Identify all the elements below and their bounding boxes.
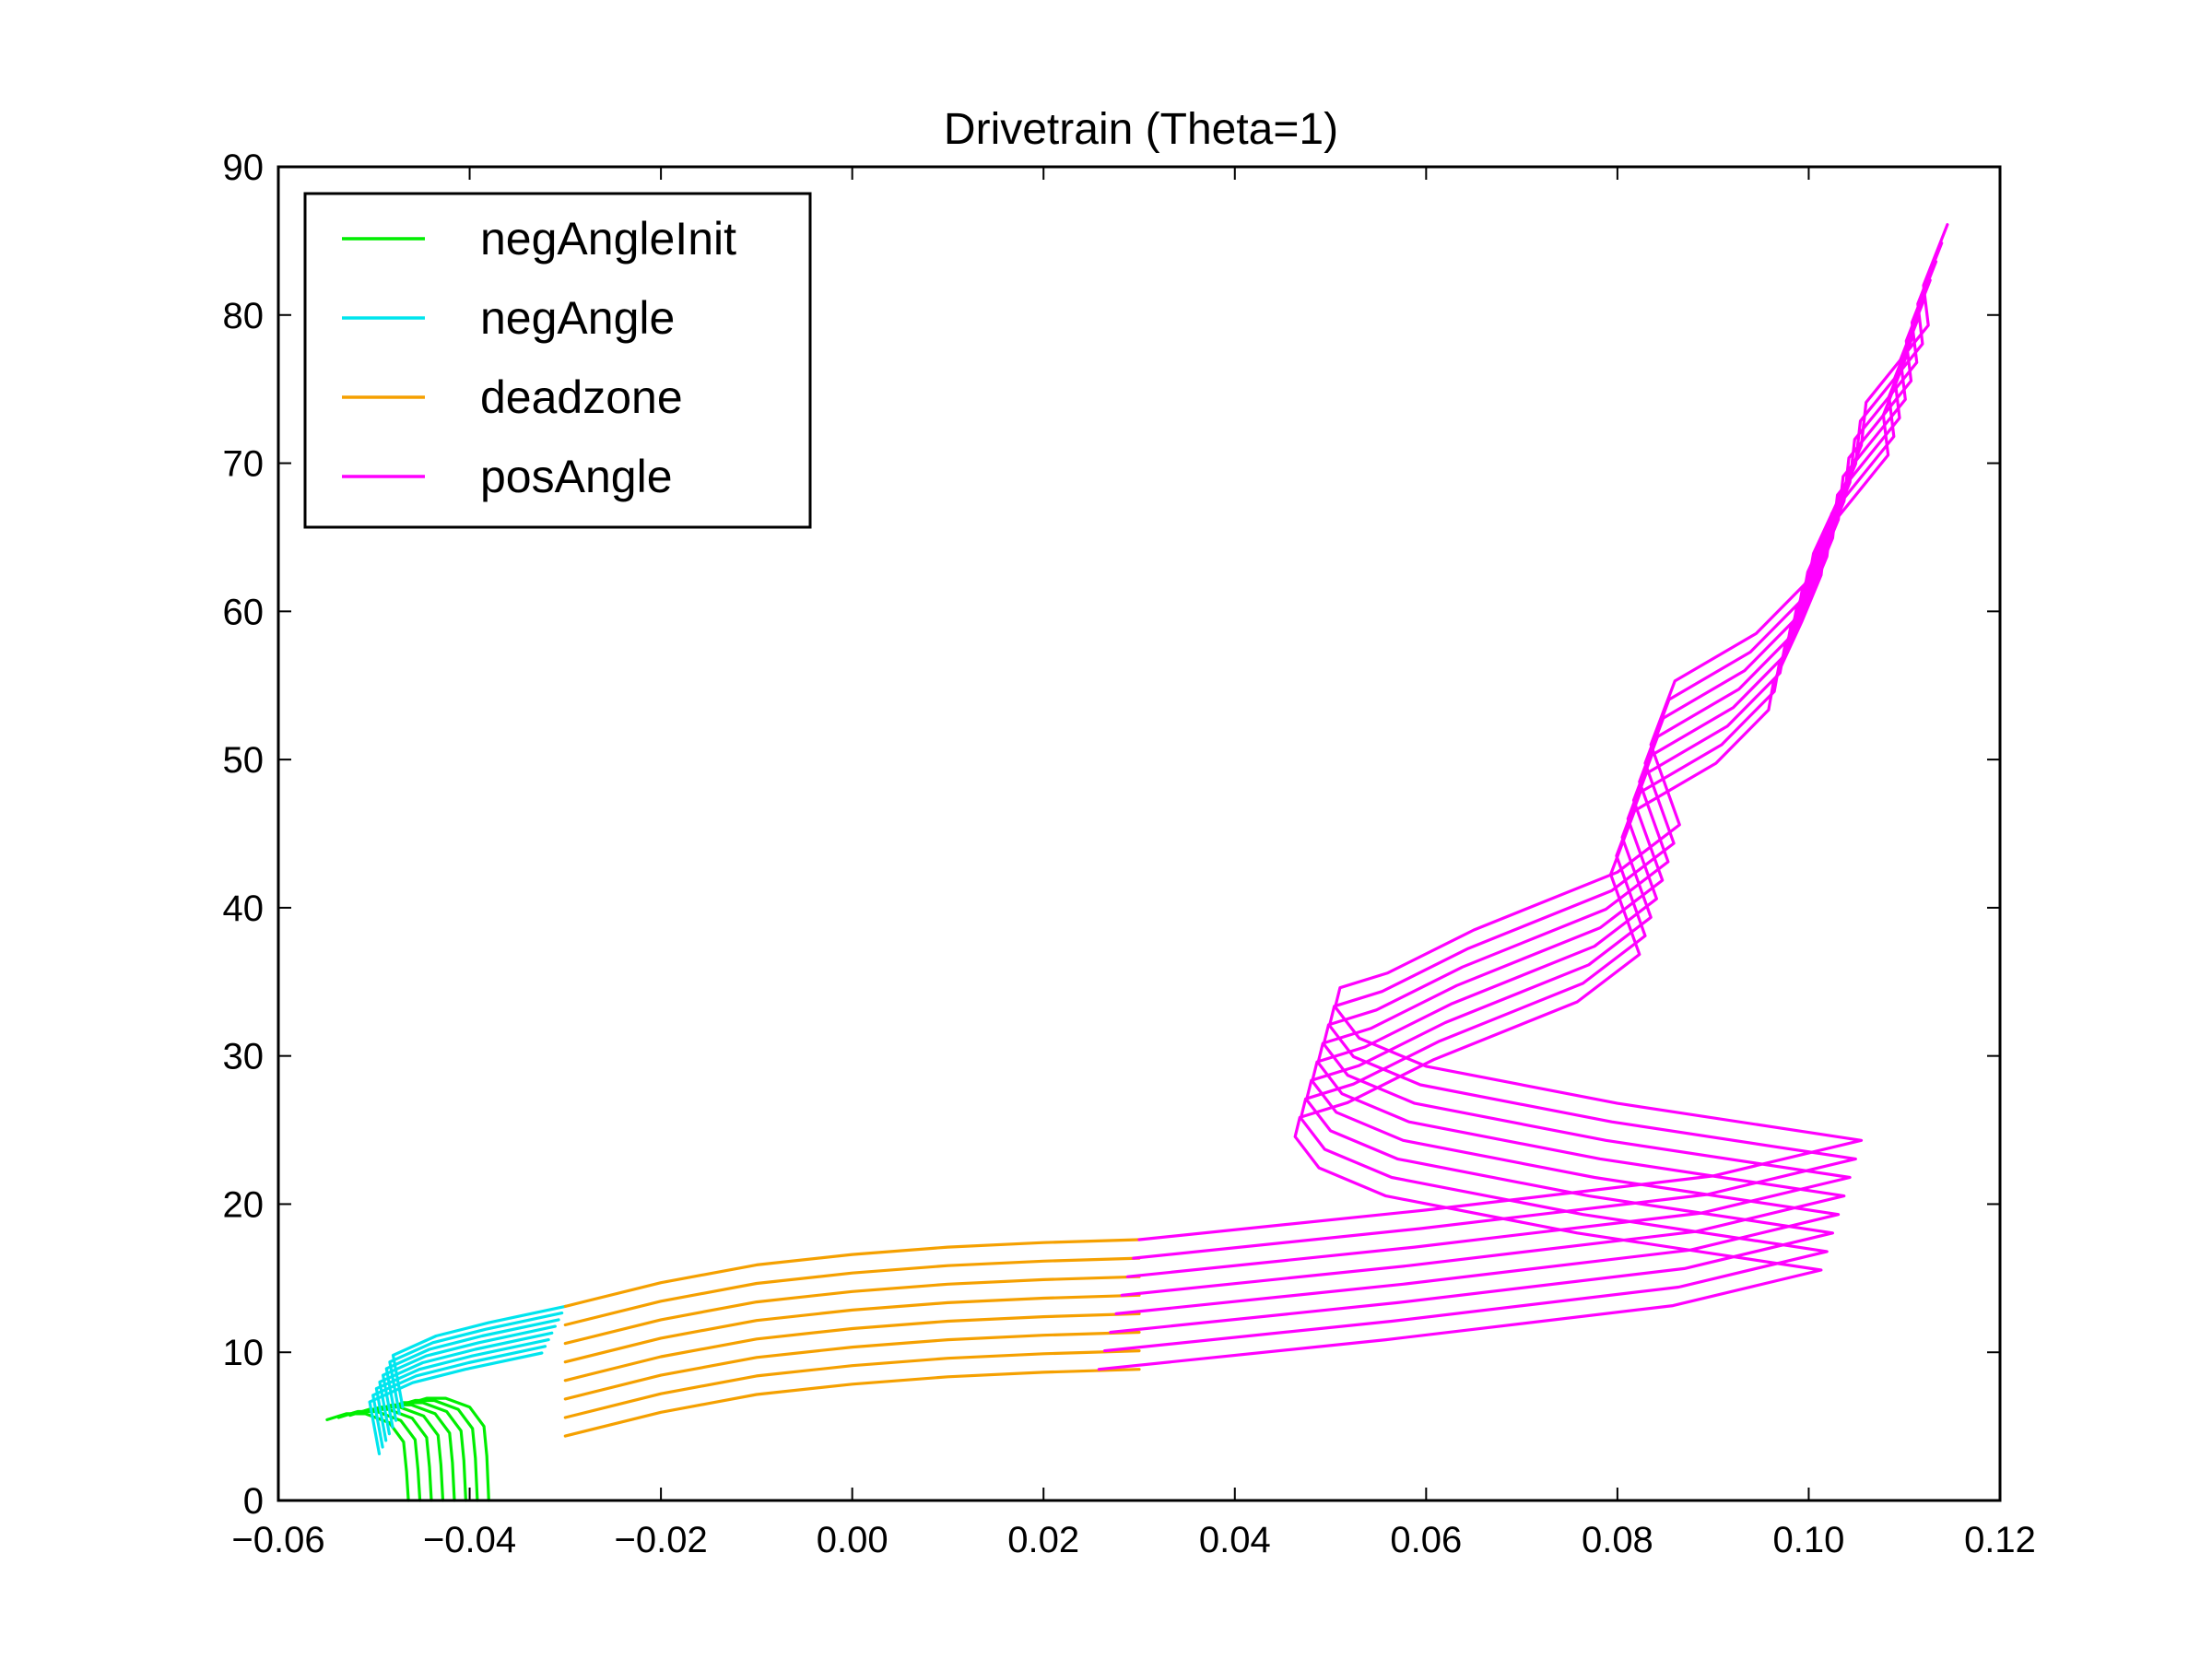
series-negAngle-curve <box>378 1331 554 1436</box>
y-tick-label: 90 <box>223 147 265 188</box>
series-layer <box>325 223 1949 1502</box>
y-tick-label: 30 <box>223 1037 265 1077</box>
x-tick-label: 0.06 <box>1390 1520 1462 1560</box>
legend: negAngleInit negAngle deadzone posAngle <box>303 192 812 529</box>
series-negAngle-curve <box>388 1312 564 1416</box>
x-tick-label: 0.10 <box>1773 1520 1845 1560</box>
y-tick-label: 0 <box>243 1481 264 1522</box>
legend-label-deadzone: deadzone <box>480 371 683 423</box>
y-tick-label: 70 <box>223 444 265 485</box>
series-posAngle-curve <box>1132 241 1944 1260</box>
x-tick-label: 0.02 <box>1007 1520 1079 1560</box>
series-negAngle-curve <box>374 1338 550 1442</box>
x-axis: −0.06 −0.04 −0.02 0.00 0.02 0.04 0.06 0.08 0.10 0… <box>231 167 2036 1560</box>
series-negAngleInit-curve <box>325 1412 410 1502</box>
series-negAngleInit-curve <box>406 1396 490 1502</box>
legend-box <box>303 192 812 529</box>
series-negAngle-curve <box>368 1351 544 1455</box>
x-tick-label: 0.04 <box>1199 1520 1271 1560</box>
series-negAngle-curve <box>384 1318 560 1422</box>
legend-label-negAngleInit: negAngleInit <box>480 213 736 265</box>
plot-frame <box>276 165 2002 1502</box>
y-tick-label: 80 <box>223 296 265 336</box>
series-deadzone-curve <box>563 1368 1141 1438</box>
series-deadzone-curve <box>563 1275 1141 1346</box>
series-deadzone-curve <box>563 1256 1141 1327</box>
x-tick-label: −0.02 <box>615 1520 708 1560</box>
legend-label-posAngle: posAngle <box>480 451 673 502</box>
series-deadzone-curve <box>563 1293 1141 1364</box>
chart-title: Drivetrain (Theta=1) <box>944 105 1338 154</box>
series-negAngle-curve <box>371 1345 547 1449</box>
y-axis: 0 10 20 30 40 50 60 70 80 90 <box>223 147 2000 1522</box>
series-deadzone-curve <box>563 1330 1141 1401</box>
x-tick-label: −0.06 <box>231 1520 324 1560</box>
series-posAngle-curve <box>1125 260 1938 1278</box>
y-tick-label: 10 <box>223 1333 265 1373</box>
x-tick-label: 0.00 <box>817 1520 888 1560</box>
series-posAngle-curve <box>1103 334 1915 1353</box>
series-deadzone-curve <box>563 1312 1141 1382</box>
series-posAngle-curve <box>1120 278 1932 1297</box>
series-posAngle-curve <box>1109 315 1921 1335</box>
series-deadzone-curve <box>563 1238 1141 1308</box>
y-tick-label: 50 <box>223 740 265 781</box>
x-tick-label: 0.12 <box>1964 1520 2036 1560</box>
series-posAngle-curve <box>1097 352 1909 1371</box>
legend-label-negAngle: negAngle <box>480 292 675 344</box>
series-negAngle-curve <box>391 1304 567 1409</box>
series-posAngle-curve <box>1114 297 1926 1315</box>
y-tick-label: 20 <box>223 1184 265 1225</box>
x-tick-label: −0.04 <box>423 1520 516 1560</box>
x-tick-label: 0.08 <box>1582 1520 1653 1560</box>
y-tick-label: 60 <box>223 592 265 632</box>
series-posAngle-curve <box>1137 223 1949 1241</box>
series-deadzone-curve <box>563 1349 1141 1419</box>
y-tick-label: 40 <box>223 888 265 929</box>
series-negAngle-curve <box>382 1324 557 1429</box>
